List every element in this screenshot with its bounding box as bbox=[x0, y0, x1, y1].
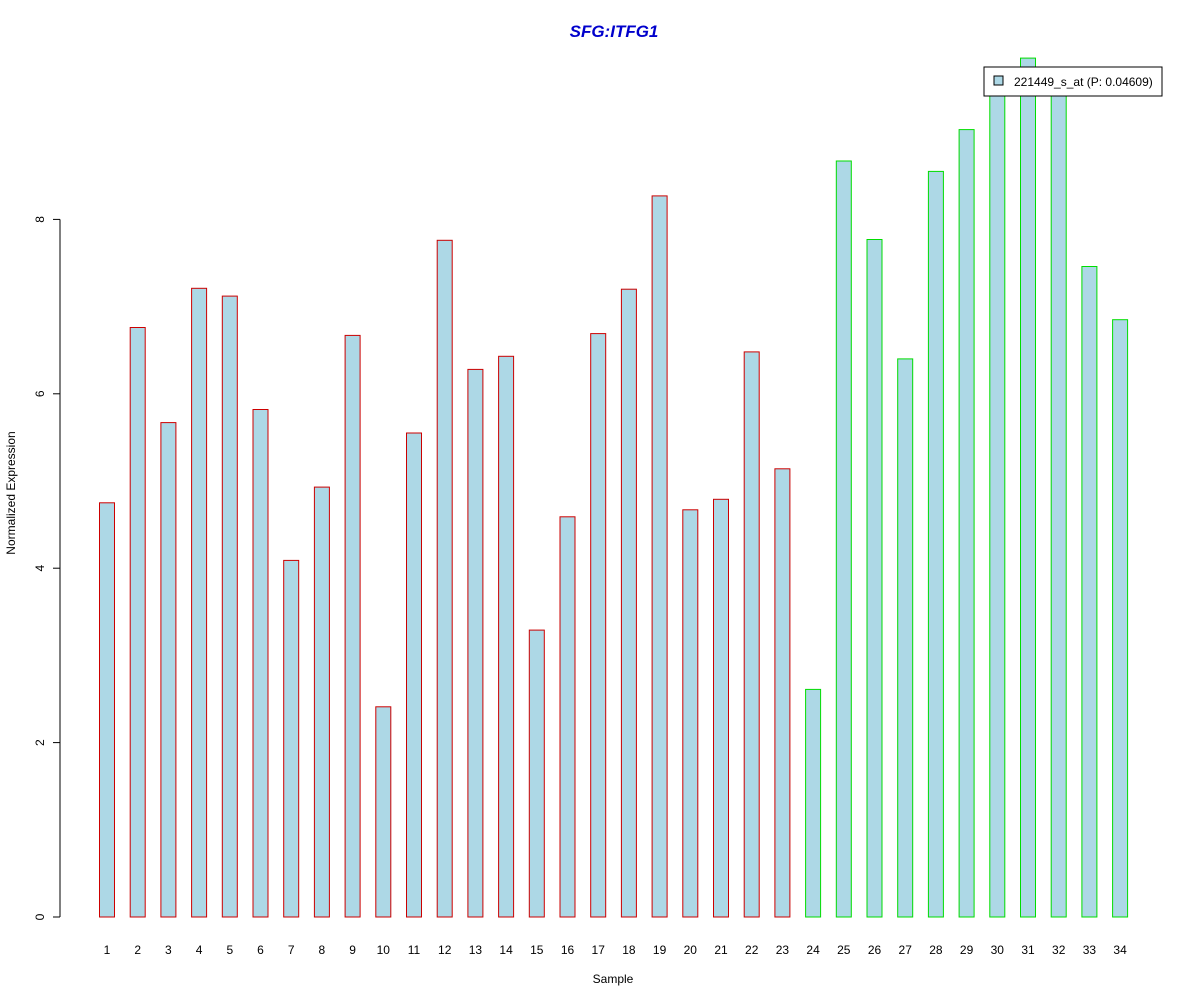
bar-sample-10 bbox=[375, 706, 392, 918]
legend-box bbox=[983, 66, 1163, 97]
x-tick-label: 27 bbox=[899, 943, 913, 957]
y-axis-label: Normalized Expression bbox=[4, 431, 18, 554]
bar-sample-16 bbox=[559, 516, 576, 918]
x-tick-label: 11 bbox=[408, 943, 421, 957]
x-tick-label: 4 bbox=[196, 943, 203, 957]
bar-sample-11 bbox=[406, 432, 422, 918]
bar-sample-5 bbox=[221, 295, 238, 918]
bar-sample-22 bbox=[743, 351, 760, 918]
x-tick-label: 21 bbox=[714, 943, 728, 957]
x-tick-label: 22 bbox=[745, 943, 759, 957]
x-tick-label: 23 bbox=[776, 943, 790, 957]
bar-sample-18 bbox=[620, 288, 637, 918]
x-axis-label: Sample bbox=[593, 972, 634, 986]
bar-sample-13 bbox=[467, 368, 484, 918]
y-tick-label: 6 bbox=[33, 390, 47, 397]
bar-sample-34 bbox=[1112, 319, 1129, 918]
x-tick-label: 2 bbox=[134, 943, 141, 957]
x-tick-label: 14 bbox=[499, 943, 513, 957]
x-tick-label: 9 bbox=[349, 943, 356, 957]
y-tick-label: 4 bbox=[33, 565, 47, 572]
bar-sample-26 bbox=[866, 239, 883, 918]
x-tick-label: 24 bbox=[806, 943, 820, 957]
x-tick-label: 6 bbox=[257, 943, 264, 957]
bar-sample-8 bbox=[313, 486, 330, 918]
x-tick-label: 3 bbox=[165, 943, 172, 957]
bar-sample-4 bbox=[191, 287, 208, 918]
x-tick-label: 13 bbox=[469, 943, 483, 957]
legend-swatch bbox=[993, 75, 1004, 86]
bar-sample-27 bbox=[897, 358, 914, 918]
bar-sample-1 bbox=[99, 502, 115, 918]
x-tick-label: 26 bbox=[868, 943, 882, 957]
x-tick-label: 20 bbox=[684, 943, 698, 957]
bar-sample-21 bbox=[713, 498, 729, 918]
legend: 221449_s_at (P: 0.04609) bbox=[983, 66, 1163, 97]
x-tick-label: 12 bbox=[438, 943, 452, 957]
x-tick-label: 18 bbox=[622, 943, 636, 957]
bar-sample-14 bbox=[498, 355, 515, 918]
x-tick-label: 33 bbox=[1083, 943, 1097, 957]
y-tick-label: 8 bbox=[33, 216, 47, 223]
bar-sample-2 bbox=[129, 327, 146, 918]
x-tick-label: 15 bbox=[530, 943, 544, 957]
bar-sample-12 bbox=[436, 239, 453, 918]
y-tick-label: 2 bbox=[33, 739, 47, 746]
bar-sample-28 bbox=[927, 170, 944, 918]
x-tick-label: 34 bbox=[1113, 943, 1127, 957]
bar-sample-9 bbox=[344, 334, 361, 918]
x-tick-label: 19 bbox=[653, 943, 667, 957]
bar-sample-33 bbox=[1081, 266, 1098, 918]
bar-sample-25 bbox=[835, 160, 852, 918]
legend-label: 221449_s_at (P: 0.04609) bbox=[1014, 75, 1153, 89]
bar-sample-24 bbox=[805, 688, 822, 918]
x-tick-label: 32 bbox=[1052, 943, 1066, 957]
bar-sample-6 bbox=[252, 409, 269, 918]
x-tick-label: 1 bbox=[104, 943, 111, 957]
bar-sample-32 bbox=[1050, 83, 1067, 918]
y-axis: 0 2 4 6 8 bbox=[33, 216, 61, 920]
x-tick-labels: 1 2 3 4 5 6 7 8 9 10 11 12 13 14 15 16 17 18 19 20 21 22 23 24 2… bbox=[104, 943, 1127, 957]
y-tick-label: 0 bbox=[33, 913, 47, 920]
bar-sample-30 bbox=[989, 88, 1006, 918]
x-tick-label: 17 bbox=[592, 943, 606, 957]
x-tick-label: 28 bbox=[929, 943, 943, 957]
bar-sample-20 bbox=[682, 509, 699, 918]
bars-group bbox=[99, 57, 1129, 918]
x-tick-label: 8 bbox=[319, 943, 326, 957]
x-tick-label: 16 bbox=[561, 943, 575, 957]
bar-sample-17 bbox=[590, 333, 607, 918]
x-tick-label: 30 bbox=[991, 943, 1005, 957]
x-tick-label: 31 bbox=[1021, 943, 1035, 957]
bar-sample-15 bbox=[528, 629, 545, 918]
x-tick-label: 5 bbox=[226, 943, 233, 957]
bar-sample-3 bbox=[160, 422, 177, 918]
bar-sample-23 bbox=[774, 468, 791, 918]
x-tick-label: 7 bbox=[288, 943, 295, 957]
x-tick-label: 25 bbox=[837, 943, 851, 957]
bar-sample-29 bbox=[958, 129, 975, 918]
x-tick-label: 10 bbox=[377, 943, 391, 957]
bar-sample-19 bbox=[651, 195, 668, 918]
bar-sample-31 bbox=[1020, 57, 1036, 918]
chart-title: SFG:ITFG1 bbox=[570, 22, 659, 41]
x-tick-label: 29 bbox=[960, 943, 974, 957]
bar-sample-7 bbox=[283, 559, 300, 918]
